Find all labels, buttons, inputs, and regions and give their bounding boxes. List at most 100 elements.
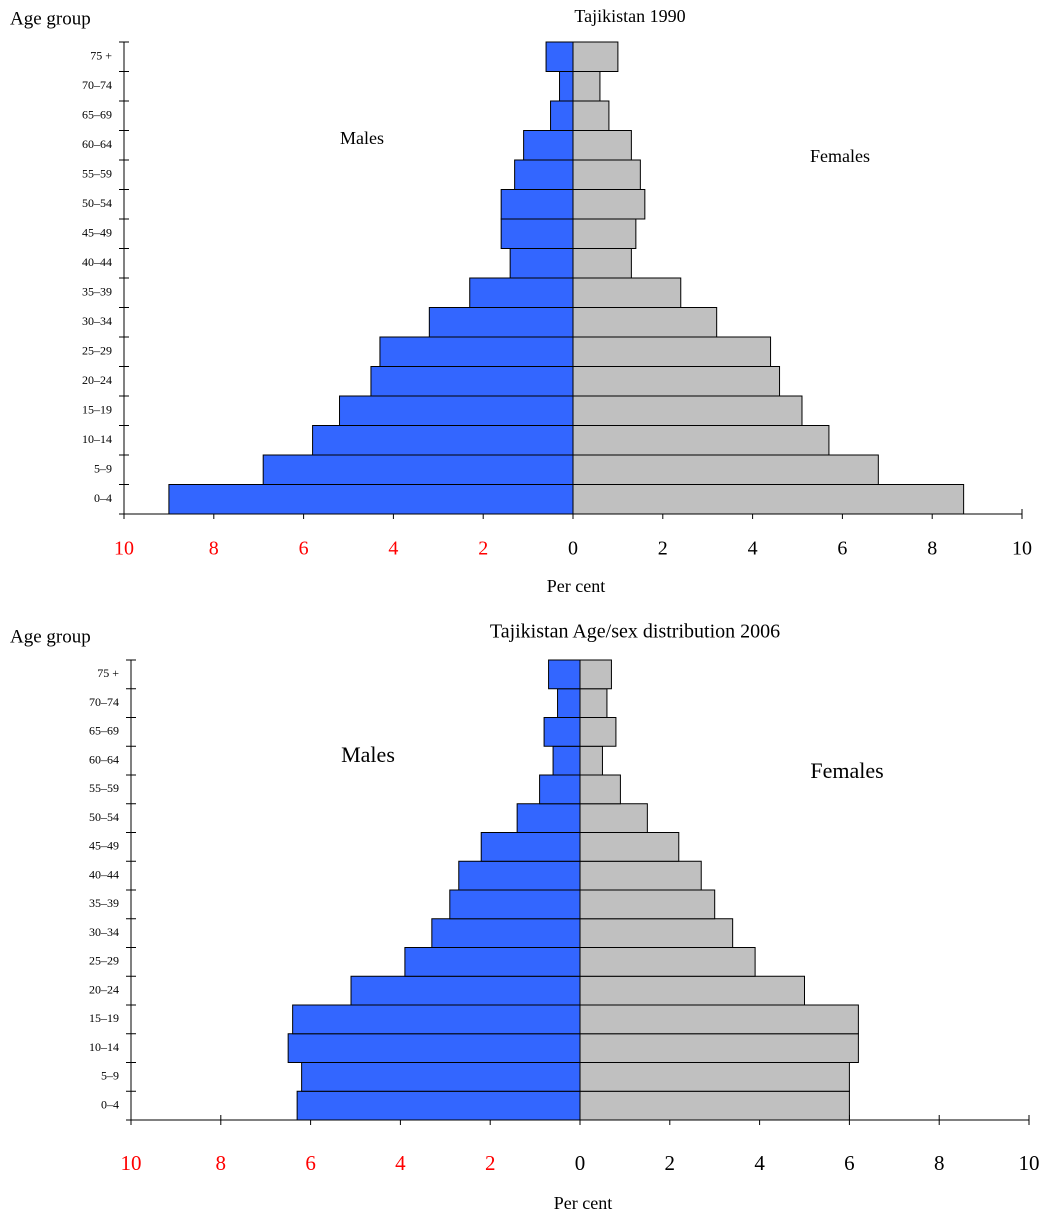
x-tick-label: 10 <box>1019 1151 1040 1175</box>
bar <box>350 975 581 1006</box>
y-tick-label: 70–74 <box>89 695 119 709</box>
y-tick-label: 45–49 <box>89 839 119 853</box>
y-tick-label: 75 + <box>90 49 112 63</box>
y-tick-label: 50–54 <box>89 810 119 824</box>
bar <box>428 307 574 338</box>
bar <box>572 277 682 308</box>
bar <box>579 1033 859 1063</box>
y-tick-label: 30–34 <box>89 925 119 939</box>
x-tick-label: 2 <box>665 1151 676 1175</box>
bar <box>579 688 608 718</box>
legend-label: Females <box>810 146 870 166</box>
bar <box>379 336 574 367</box>
bar <box>287 1033 581 1063</box>
bar <box>480 832 581 862</box>
x-tick-label: 0 <box>575 1151 586 1175</box>
x-tick-label: 4 <box>388 538 398 560</box>
bar <box>579 947 756 977</box>
x-tick-label: 8 <box>927 538 937 560</box>
bar <box>579 1062 850 1092</box>
bar <box>292 1004 581 1035</box>
bar <box>545 41 574 72</box>
bar <box>579 659 612 690</box>
y-tick-label: 10–14 <box>82 432 112 446</box>
y-tick-label: 50–54 <box>82 196 112 210</box>
y-tick-label: 0–4 <box>94 491 112 505</box>
y-tick-label: 65–69 <box>89 724 119 738</box>
x-tick-label: 8 <box>934 1151 945 1175</box>
x-tick-label: 2 <box>478 538 488 560</box>
bar <box>339 395 574 426</box>
bar <box>579 975 805 1006</box>
bar <box>572 218 637 249</box>
x-tick-label: 6 <box>837 538 847 560</box>
y-tick-label: 25–29 <box>82 344 112 358</box>
x-tick-label: 6 <box>299 538 309 560</box>
bar <box>548 659 581 690</box>
x-tick-label: 6 <box>305 1151 316 1175</box>
y-tick-label: 5–9 <box>101 1069 119 1083</box>
bar <box>572 248 632 279</box>
bar <box>579 745 603 776</box>
bar <box>296 1090 581 1121</box>
bar <box>449 889 581 920</box>
bar <box>572 425 830 456</box>
x-tick-label: 8 <box>209 538 219 560</box>
x-tick-label: 4 <box>748 538 758 560</box>
bar <box>370 366 574 397</box>
x-axis-label: Per cent <box>547 576 605 596</box>
bar <box>572 307 718 338</box>
y-tick-label: 30–34 <box>82 314 112 328</box>
x-tick-label: 2 <box>485 1151 496 1175</box>
bar <box>579 889 716 920</box>
x-tick-label: 4 <box>754 1151 765 1175</box>
bar <box>572 395 803 426</box>
bar <box>301 1062 581 1092</box>
x-tick-label: 4 <box>395 1151 406 1175</box>
bar <box>579 1090 850 1121</box>
legend-label: Males <box>341 742 395 767</box>
bar <box>523 130 574 161</box>
bar <box>572 100 610 131</box>
bar <box>572 71 601 102</box>
y-tick-label: 75 + <box>97 666 119 680</box>
y-tick-label: 25–29 <box>89 954 119 968</box>
bar <box>404 947 581 977</box>
bar <box>579 803 648 833</box>
x-tick-label: 2 <box>658 538 668 560</box>
x-tick-label: 10 <box>121 1151 142 1175</box>
bar <box>552 745 581 776</box>
y-tick-label: 60–64 <box>89 752 119 766</box>
bar <box>543 717 581 747</box>
bar <box>572 159 641 190</box>
y-tick-label: 65–69 <box>82 108 112 122</box>
bar <box>262 454 574 485</box>
bar <box>572 189 646 220</box>
bar <box>516 803 581 833</box>
y-tick-label: 0–4 <box>101 1097 119 1111</box>
y-tick-label: 20–24 <box>89 982 119 996</box>
bar <box>579 717 617 747</box>
bar <box>431 918 581 948</box>
bar <box>514 159 574 190</box>
bar <box>579 1004 859 1035</box>
bar <box>579 918 734 948</box>
bar <box>469 277 574 308</box>
x-tick-label: 10 <box>114 538 134 560</box>
bar <box>572 484 965 515</box>
y-tick-label: 40–44 <box>89 867 119 881</box>
y-tick-label: 70–74 <box>82 78 112 92</box>
bar <box>572 336 772 367</box>
x-axis-label: Per cent <box>554 1193 612 1213</box>
y-tick-label: 5–9 <box>94 462 112 476</box>
bar <box>550 100 574 131</box>
bar <box>500 218 574 249</box>
legend-label: Females <box>810 758 883 783</box>
bar <box>312 425 574 456</box>
y-tick-label: 20–24 <box>82 373 112 387</box>
x-tick-label: 0 <box>568 538 578 560</box>
y-tick-label: 55–59 <box>89 781 119 795</box>
bar <box>572 454 879 485</box>
y-axis-label: Age group <box>10 8 91 29</box>
